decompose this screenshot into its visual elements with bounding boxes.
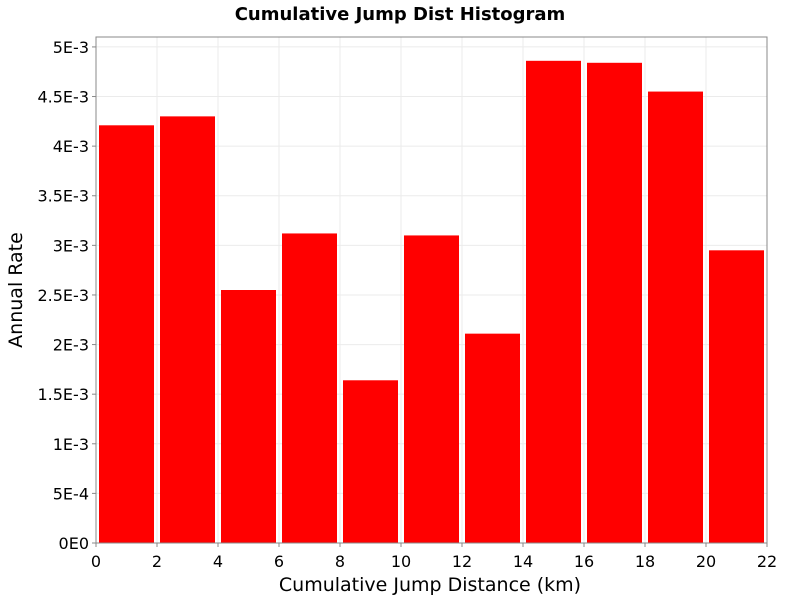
y-axis-title: Annual Rate xyxy=(5,232,27,348)
y-tick-label: 0E0 xyxy=(59,534,89,553)
y-tick-label: 5E-4 xyxy=(53,484,89,503)
x-tick-label: 10 xyxy=(391,552,411,571)
x-tick-label: 16 xyxy=(574,552,594,571)
bar-9 xyxy=(648,91,703,543)
bar-5 xyxy=(404,235,459,543)
bar-6 xyxy=(465,333,520,543)
bars xyxy=(99,60,764,543)
x-tick-label: 20 xyxy=(696,552,716,571)
x-tick-label: 22 xyxy=(757,552,777,571)
y-tick-label: 3E-3 xyxy=(53,236,89,255)
x-axis-ticks: 0 2 4 6 8 10 12 14 16 18 20 22 xyxy=(91,543,777,571)
x-tick-label: 6 xyxy=(274,552,284,571)
bar-10 xyxy=(709,250,764,543)
x-tick-label: 12 xyxy=(452,552,472,571)
bar-1 xyxy=(160,116,215,543)
x-axis-title: Cumulative Jump Distance (km) xyxy=(279,574,581,596)
x-tick-label: 0 xyxy=(91,552,101,571)
y-axis-ticks: 0E0 5E-4 1E-3 1.5E-3 2E-3 2.5E-3 3E-3 3.5E-3 4E-… xyxy=(37,38,96,553)
y-tick-label: 5E-3 xyxy=(53,38,89,57)
plot-frame xyxy=(95,36,768,544)
bar-4 xyxy=(343,380,398,543)
x-tick-label: 14 xyxy=(513,552,533,571)
y-tick-label: 1E-3 xyxy=(53,435,89,454)
y-tick-label: 4E-3 xyxy=(53,137,89,156)
bar-3 xyxy=(282,233,337,543)
bar-0 xyxy=(99,125,154,543)
y-tick-label: 2.5E-3 xyxy=(37,286,89,305)
x-tick-label: 2 xyxy=(152,552,162,571)
bar-8 xyxy=(587,62,642,543)
chart-title: Cumulative Jump Dist Histogram xyxy=(235,4,566,25)
x-tick-label: 4 xyxy=(213,552,223,571)
bar-2 xyxy=(221,290,276,543)
y-tick-label: 3.5E-3 xyxy=(37,187,89,206)
y-tick-label: 4.5E-3 xyxy=(37,88,89,107)
y-tick-label: 1.5E-3 xyxy=(37,385,89,404)
y-tick-label: 2E-3 xyxy=(53,336,89,355)
bar-7 xyxy=(526,60,581,543)
x-tick-label: 8 xyxy=(335,552,345,571)
x-tick-label: 18 xyxy=(635,552,655,571)
